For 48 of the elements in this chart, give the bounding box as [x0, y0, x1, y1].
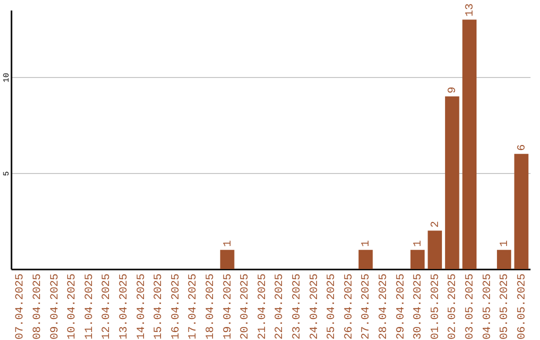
- x-tick-label: 07.04.2025: [14, 274, 27, 340]
- x-tick-label: 19.04.2025: [222, 274, 234, 340]
- x-tick-label: 23.04.2025: [291, 274, 304, 340]
- x-tick-label: 04.05.2025: [482, 274, 494, 340]
- x-tick-label: 12.04.2025: [101, 274, 114, 340]
- x-tick-label: 27.04.2025: [360, 274, 373, 340]
- y-tick-label: 5: [2, 170, 12, 176]
- data-label: 1: [222, 240, 234, 247]
- x-tick-label: 08.04.2025: [32, 274, 44, 340]
- x-tick-label: 03.05.2025: [464, 274, 476, 340]
- x-tick-label: 15.04.2025: [153, 274, 166, 340]
- x-tick-label: 11.04.2025: [84, 274, 96, 340]
- bar: [358, 250, 373, 269]
- bar: [220, 250, 234, 269]
- x-tick-label: 02.05.2025: [447, 274, 460, 340]
- data-label: 13: [464, 3, 476, 17]
- x-tick-label: 28.04.2025: [378, 274, 390, 340]
- x-tick-label: 20.04.2025: [240, 274, 252, 340]
- x-tick-label: 25.04.2025: [326, 274, 338, 340]
- bar: [445, 96, 460, 269]
- x-tick-label: 05.05.2025: [499, 274, 512, 340]
- x-tick-label: 18.04.2025: [204, 274, 217, 340]
- x-tick-label: 26.04.2025: [343, 274, 356, 340]
- data-label: 2: [430, 221, 442, 228]
- bar: [462, 20, 477, 269]
- bar: [410, 250, 425, 269]
- x-tick-label: 09.04.2025: [49, 274, 62, 340]
- y-tick-label: 10: [2, 72, 12, 82]
- data-label: 6: [516, 144, 528, 151]
- bar: [428, 230, 442, 269]
- x-tick-label: 16.04.2025: [170, 274, 182, 340]
- data-label: 1: [499, 240, 512, 247]
- x-tick-label: 17.04.2025: [188, 274, 200, 340]
- x-tick-label: 01.05.2025: [430, 274, 442, 340]
- data-label: 1: [412, 240, 425, 247]
- x-tick-label: 14.04.2025: [136, 274, 148, 340]
- x-tick-label: 29.04.2025: [395, 274, 408, 340]
- x-tick-label: 22.04.2025: [274, 274, 286, 340]
- bar: [514, 154, 528, 269]
- x-tick-label: 21.04.2025: [256, 274, 269, 340]
- x-tick-label: 24.04.2025: [308, 274, 321, 340]
- x-tick-label: 06.05.2025: [516, 274, 528, 340]
- bar: [496, 250, 512, 269]
- x-tick-label: 13.04.2025: [118, 274, 130, 340]
- data-label: 9: [447, 86, 460, 94]
- data-label: 1: [360, 240, 373, 247]
- x-tick-label: 10.04.2025: [66, 274, 79, 340]
- x-tick-label: 30.04.2025: [412, 274, 425, 340]
